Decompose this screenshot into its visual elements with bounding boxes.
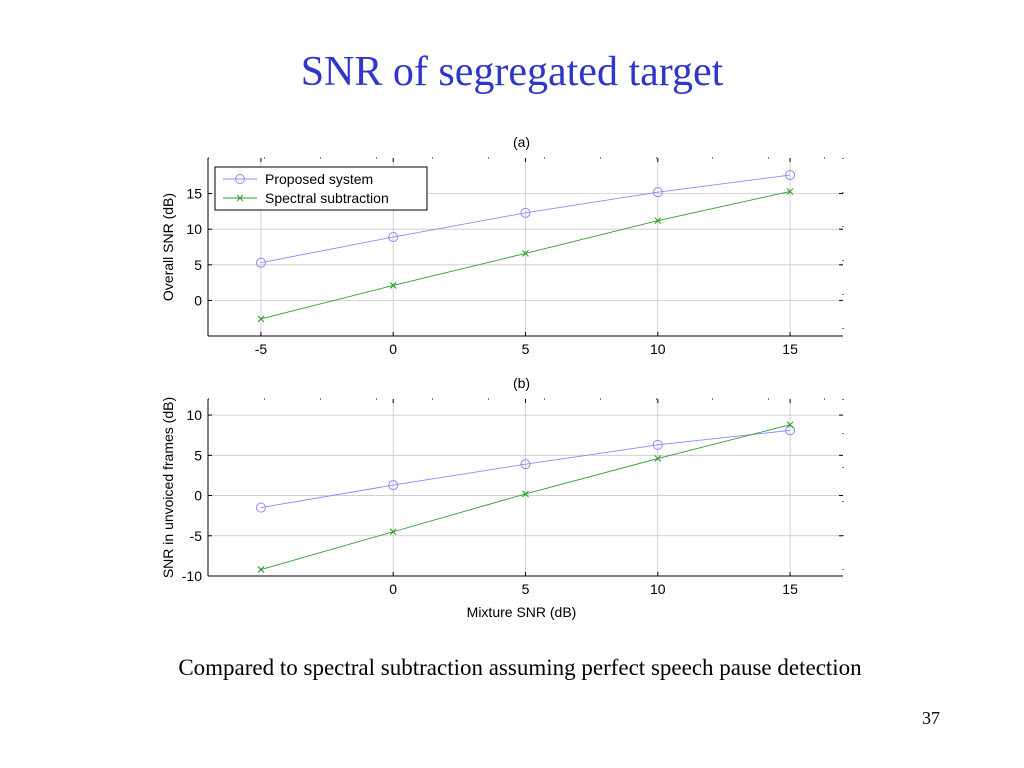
x-tick-label: 10 [650, 341, 666, 357]
data-point-proposed [388, 480, 399, 491]
x-tick-label: 5 [522, 341, 530, 357]
x-tick-label: 10 [650, 581, 666, 597]
data-point-spectral [522, 490, 529, 498]
data-point-spectral [389, 528, 397, 536]
x-tick-label: 0 [389, 581, 397, 597]
x-tick-label: 15 [782, 581, 798, 597]
data-point-spectral [522, 250, 529, 257]
data-point-proposed [520, 459, 531, 470]
data-point-proposed [652, 439, 663, 450]
data-point-spectral [654, 455, 662, 462]
y-axis-label: Overall SNR (dB) [160, 193, 176, 301]
series-line [260, 174, 791, 264]
y-tick-label: 15 [186, 186, 202, 202]
data-point-spectral [654, 217, 662, 225]
x-tick-label: 15 [782, 341, 798, 357]
legend-marker-x [236, 194, 244, 202]
y-tick-label: 10 [186, 221, 202, 237]
charts: -5 0 5 10 15 0 5 10 15 (a) Overall SNR (dB) Propose… [160, 134, 844, 620]
y-axis-label: SNR in unvoiced frames (dB) [160, 397, 176, 578]
data-point-spectral [257, 566, 265, 573]
data-point-spectral [389, 282, 397, 289]
y-tick-label: -10 [182, 568, 202, 584]
legend-label: Proposed system [265, 171, 373, 187]
data-point-spectral [786, 421, 794, 429]
y-tick-label: 5 [194, 257, 202, 273]
data-point-proposed [388, 232, 399, 243]
legend-box [214, 166, 428, 211]
x-tick-label: 5 [522, 581, 530, 597]
slide-title: SNR of segregated target [300, 49, 724, 95]
chart-title: (b) [513, 375, 530, 391]
data-point-proposed [520, 207, 531, 218]
slide-caption: Compared to spectral subtraction assumin… [178, 655, 862, 680]
data-point-proposed [785, 425, 796, 436]
y-tick-label: 0 [194, 488, 202, 504]
x-axis-label: Mixture SNR (dB) [467, 604, 577, 620]
data-point-proposed [255, 257, 266, 268]
data-point-spectral [257, 315, 265, 323]
chart-b: 0 5 10 15 -10 -5 0 5 10 (b) Mixture SNR (dB) SNR in… [160, 375, 844, 620]
data-point-proposed [652, 187, 663, 198]
legend-marker-circle [235, 174, 245, 184]
data-point-proposed [255, 502, 266, 513]
x-tick-label: -5 [255, 341, 268, 357]
y-tick-label: 10 [186, 407, 202, 423]
chart-a: -5 0 5 10 15 0 5 10 15 (a) Overall SNR (dB) Propose… [160, 134, 844, 357]
data-point-spectral [786, 188, 794, 195]
page-number: 37 [922, 708, 940, 728]
data-point-proposed [785, 170, 796, 181]
y-tick-label: 5 [194, 447, 202, 463]
series-line [260, 429, 791, 509]
y-tick-label: -5 [190, 528, 203, 544]
x-tick-label: 0 [389, 341, 397, 357]
chart-title: (a) [513, 134, 530, 150]
y-tick-label: 0 [194, 292, 202, 308]
legend-label: Spectral subtraction [265, 190, 389, 206]
